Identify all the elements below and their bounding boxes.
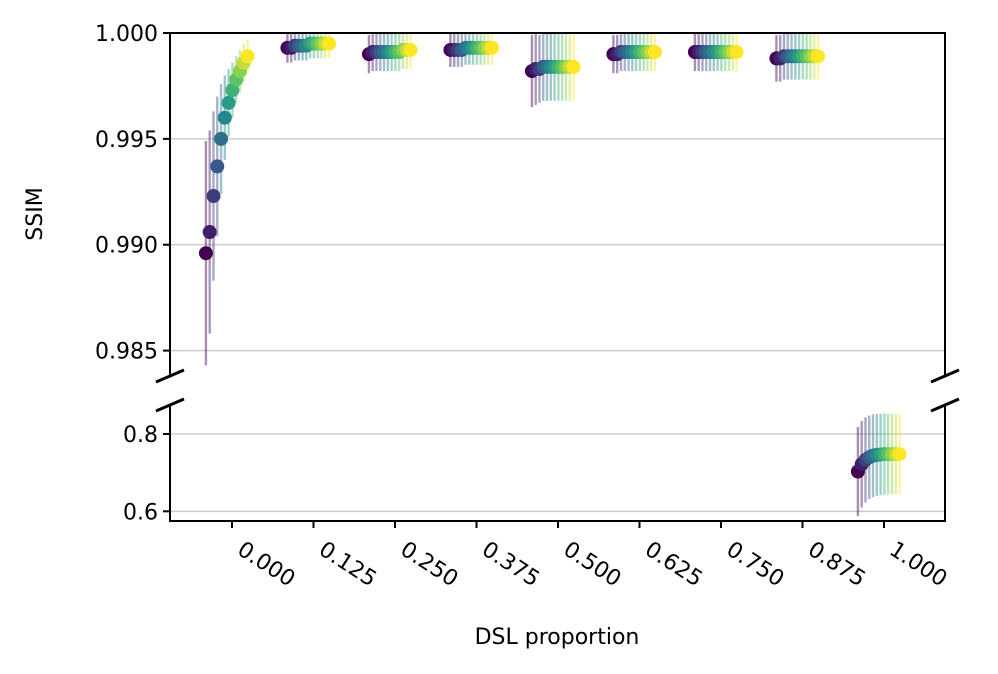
- y-axis-title: SSIM: [23, 187, 48, 240]
- data-point: [202, 225, 217, 240]
- data-point: [892, 447, 907, 462]
- data-point: [198, 246, 213, 261]
- data-point: [729, 45, 744, 60]
- axis-break-mark: [930, 368, 960, 384]
- data-point: [240, 49, 255, 64]
- data-point: [214, 131, 229, 146]
- data-point: [322, 36, 337, 51]
- x-axis-title: DSL proportion: [475, 625, 640, 650]
- y-tick-label: 0.985: [95, 340, 158, 365]
- y-tick-label: 0.8: [123, 423, 158, 448]
- x-tick-label: 0.750: [722, 537, 788, 592]
- data-point: [566, 59, 581, 74]
- y-tick-label: 0.995: [95, 128, 158, 153]
- data-point: [403, 42, 418, 57]
- x-tick-label: 0.125: [314, 537, 380, 592]
- grid-lines: [170, 138, 945, 513]
- data-point: [206, 189, 221, 204]
- data-point: [221, 95, 236, 110]
- x-tick-label: 0.250: [396, 537, 462, 592]
- upper-panel-frame: [169, 32, 946, 376]
- x-tick-label: 0.500: [559, 537, 625, 592]
- y-tick-label: 1.000: [95, 22, 158, 47]
- error-bars: [204, 33, 901, 516]
- axis-break-mark: [930, 397, 960, 413]
- data-point: [648, 45, 663, 60]
- axis-break-mark: [155, 397, 185, 413]
- x-tick-label: 0.625: [640, 537, 706, 592]
- y-tick-label: 0.6: [123, 500, 158, 525]
- axes: [155, 32, 960, 528]
- data-point: [210, 159, 225, 174]
- x-tick-label: 0.375: [477, 537, 543, 592]
- data-points: [198, 36, 907, 479]
- data-point: [811, 49, 826, 64]
- x-tick-label: 0.000: [233, 537, 299, 592]
- x-tick-label: 0.875: [803, 537, 869, 592]
- data-point: [485, 40, 500, 55]
- x-tick-label: 1.000: [885, 537, 951, 592]
- y-tick-label: 0.990: [95, 234, 158, 259]
- lower-panel-frame: [169, 405, 946, 522]
- data-point: [217, 110, 232, 125]
- data-point: [225, 83, 240, 98]
- axis-break-mark: [155, 368, 185, 384]
